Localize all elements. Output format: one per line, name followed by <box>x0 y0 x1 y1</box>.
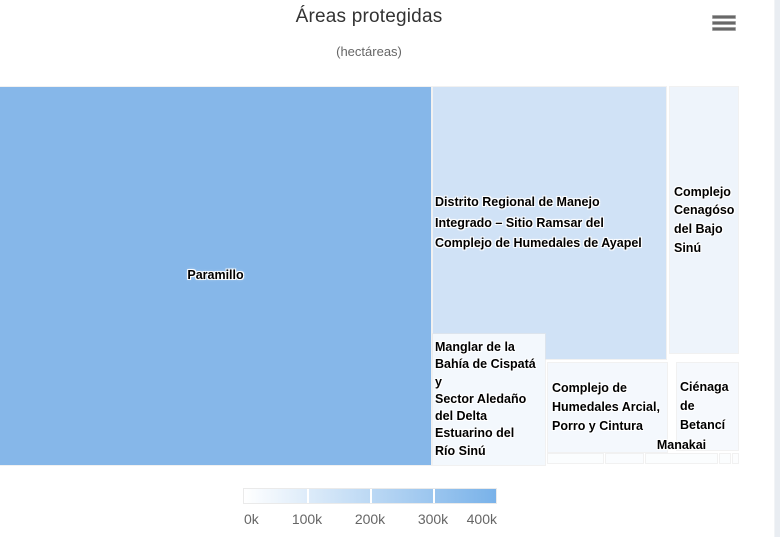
legend-tick-line <box>433 489 435 503</box>
treemap-cell[interactable]: Manakai <box>645 439 718 464</box>
treemap-cell-label: Ciénaga de Betancí <box>680 380 729 432</box>
treemap-cell[interactable]: Manglar de la Bahía de Cispatá y Sector … <box>432 333 546 466</box>
treemap-plot-area: Paramillo Distrito Regional de Manejo Int… <box>0 86 739 466</box>
legend-tick-label: 0k <box>244 511 259 527</box>
treemap-cell-label: Paramillo <box>187 268 244 283</box>
legend-tick-label: 400k <box>466 511 497 527</box>
color-axis-legend-labels: 0k 100k 200k 300k 400k <box>0 511 780 531</box>
hamburger-icon <box>712 15 736 19</box>
legend-tick-label: 100k <box>291 511 323 527</box>
treemap-cell[interactable]: Complejo Cenagóso del Bajo Sinú <box>669 86 739 354</box>
context-menu-button[interactable] <box>704 8 744 38</box>
treemap-cell-label: Complejo de Humedales Arcial, Porro y Ci… <box>552 381 660 433</box>
chart-title: Áreas protegidas <box>295 6 443 27</box>
legend-tick-label: 200k <box>354 511 386 527</box>
treemap-cell-label: Distrito Regional de Manejo Integrado – … <box>435 195 642 251</box>
legend-tick-line <box>370 489 372 503</box>
hamburger-icon <box>712 27 736 31</box>
chart-subtitle: (hectáreas) <box>336 44 402 59</box>
treemap-cell[interactable]: Distrito Regional de Manejo Integrado – … <box>432 86 667 360</box>
color-axis-legend-bar <box>243 488 497 504</box>
treemap-cell-label: Manakai <box>656 438 707 452</box>
legend-tick-label: 300k <box>417 511 449 527</box>
treemap-cell[interactable] <box>547 453 604 464</box>
treemap-cell[interactable] <box>719 453 731 464</box>
hamburger-icon <box>712 21 736 25</box>
legend-tick-line <box>307 489 309 503</box>
treemap-cell-label: Complejo Cenagóso del Bajo Sinú <box>674 184 735 255</box>
treemap-cell[interactable] <box>732 453 739 464</box>
scrollbar[interactable] <box>774 0 780 537</box>
treemap-cell[interactable]: Paramillo <box>0 86 432 466</box>
treemap-cell[interactable]: Complejo de Humedales Arcial, Porro y Ci… <box>547 362 668 453</box>
treemap-cell[interactable]: Ciénaga de Betancí <box>676 362 739 451</box>
treemap-cell[interactable] <box>605 453 644 464</box>
treemap-cell-label: Manglar de la Bahía de Cispatá y Sector … <box>435 340 536 458</box>
